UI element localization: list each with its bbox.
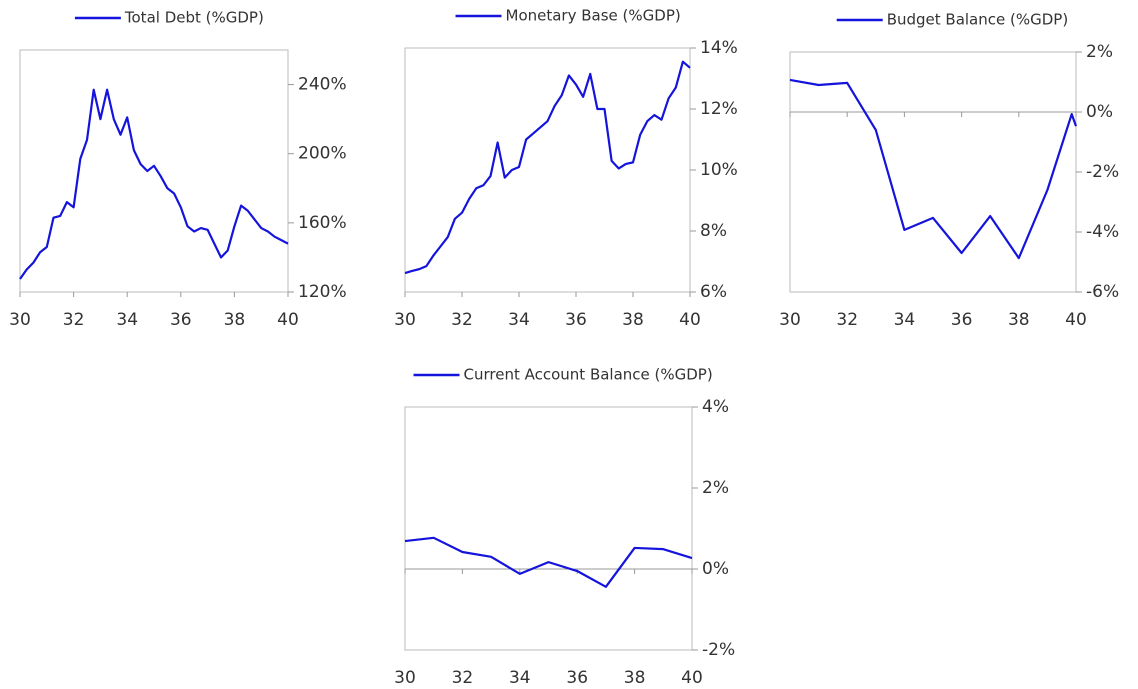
y-tick-label: 14% [700,38,738,58]
x-tick-label: 36 [566,668,588,688]
y-tick-label: 4% [702,397,729,417]
legend-label: Budget Balance (%GDP) [887,11,1068,29]
x-tick-label: 32 [836,310,858,330]
x-tick-label: 34 [894,310,916,330]
x-tick-label: 30 [394,668,416,688]
y-tick-label: 10% [700,160,738,180]
plot-frame [404,47,691,293]
y-tick-label: -2% [1086,162,1119,182]
x-tick-label: 32 [63,310,85,330]
y-tick-label: -2% [702,640,735,660]
x-tick-label: 40 [1065,310,1087,330]
x-tick-label: 40 [277,310,299,330]
data-line [789,78,1078,260]
data-line [404,60,691,275]
x-tick-label: 30 [394,310,416,330]
x-tick-label: 30 [9,310,31,330]
plot-frame [19,49,289,293]
x-tick-label: 38 [224,310,246,330]
y-tick-label: -6% [1086,282,1119,302]
plot-frame [404,406,693,651]
y-tick-label: 160% [298,213,347,233]
data-line [404,536,693,588]
y-tick-label: 0% [702,559,729,579]
y-tick-label: 2% [1086,42,1113,62]
x-tick-label: 38 [622,310,644,330]
y-tick-label: 120% [298,282,347,302]
legend-label: Total Debt (%GDP) [124,9,264,27]
x-tick-label: 40 [681,668,703,688]
x-tick-label: 34 [509,668,531,688]
x-tick-label: 36 [565,310,587,330]
y-tick-label: -4% [1086,222,1119,242]
y-tick-label: 2% [702,478,729,498]
x-tick-label: 38 [624,668,646,688]
y-tick-label: 200% [298,144,347,164]
plot-frame [789,51,1077,293]
data-line [19,88,289,280]
x-tick-label: 40 [679,310,701,330]
x-tick-label: 30 [779,310,801,330]
y-tick-label: 12% [700,99,738,119]
x-tick-label: 32 [452,668,474,688]
y-tick-label: 240% [298,75,347,95]
x-tick-label: 34 [116,310,138,330]
y-tick-label: 0% [1086,102,1113,122]
x-tick-label: 36 [170,310,192,330]
x-tick-label: 32 [451,310,473,330]
x-tick-label: 34 [508,310,530,330]
legend-label: Monetary Base (%GDP) [506,7,681,25]
x-tick-label: 36 [951,310,973,330]
x-tick-label: 38 [1008,310,1030,330]
y-tick-label: 6% [700,282,727,302]
legend-label: Current Account Balance (%GDP) [464,366,713,384]
y-tick-label: 8% [700,221,727,241]
